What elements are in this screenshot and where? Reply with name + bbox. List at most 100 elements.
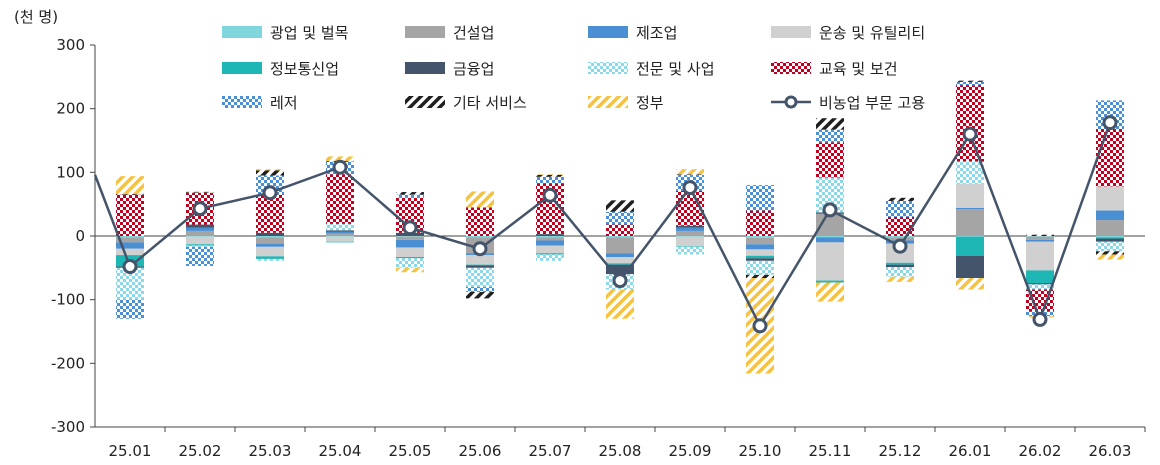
bar-segment: [326, 230, 354, 232]
bar-segment: [676, 225, 704, 228]
bar-segment: [186, 192, 214, 193]
x-tick-label: 25.03: [249, 442, 292, 460]
bar-segment: [886, 276, 914, 282]
legend-swatch: [588, 62, 628, 74]
bar-segment: [396, 267, 424, 273]
legend-item: 교육 및 보건: [771, 60, 898, 78]
bar-segment: [956, 207, 984, 210]
bar-segment: [676, 246, 704, 247]
legend-item: 건설업: [405, 24, 494, 42]
bar-segment: [466, 265, 494, 268]
bar-segment: [116, 194, 144, 236]
legend-item: 전문 및 사업: [588, 60, 715, 78]
legend-swatch: [771, 26, 811, 38]
bar-segment: [186, 245, 214, 247]
legend-item: 운송 및 유틸리티: [771, 24, 925, 42]
bar-segment: [1026, 239, 1054, 242]
legend-swatch: [405, 96, 445, 108]
y-tick-label: -100: [51, 291, 85, 309]
y-tick-label: 200: [56, 100, 85, 118]
bar-segment: [186, 236, 214, 245]
bar-segment: [1096, 220, 1124, 236]
bar-segment: [956, 255, 984, 279]
bar-segment: [116, 237, 144, 243]
bar-segment: [466, 264, 494, 266]
bar-segment: [1096, 210, 1124, 221]
line-path: [93, 122, 1112, 329]
bar-segment: [536, 237, 564, 241]
bar-segment: [1026, 236, 1054, 240]
bar-segment: [256, 232, 284, 236]
legend-swatch: [405, 26, 445, 38]
bar-segment: [956, 278, 984, 290]
y-tick-label: 100: [56, 163, 85, 181]
bar-segment: [256, 256, 284, 259]
bar-segment: [886, 262, 914, 265]
x-tick-label: 25.01: [109, 442, 152, 460]
x-tick-label: 25.07: [529, 442, 572, 460]
bar-segment: [256, 170, 284, 176]
legend-item: 정보통신업: [222, 60, 339, 78]
bar-segment: [536, 234, 564, 236]
legend-item: 레저: [222, 94, 298, 112]
y-tick-label: 300: [56, 36, 85, 54]
legend-label: 전문 및 사업: [636, 60, 715, 78]
bar-segment: [396, 247, 424, 258]
legend-label: 정보통신업: [270, 60, 339, 78]
bar-segment: [886, 264, 914, 268]
bar-segment: [186, 227, 214, 231]
bar-segment: [186, 244, 214, 246]
bar-segment: [186, 230, 214, 236]
x-axis: 25.01 25.02 25.03 25.04 25.05 25.06 25.07 25.08…: [95, 235, 1146, 460]
line-marker: [472, 241, 488, 257]
y-tick-label: -300: [51, 418, 85, 436]
bar-segment: [1026, 270, 1054, 284]
bar-segment: [676, 230, 704, 236]
bar-segment: [746, 236, 774, 238]
legend-label: 기타 서비스: [453, 94, 527, 112]
bar-segment: [886, 267, 914, 277]
bar-segment: [956, 183, 984, 208]
bar-segment: [466, 267, 494, 287]
bar-segment: [746, 258, 774, 261]
bar-segment: [186, 236, 214, 237]
bar-segment: [816, 118, 844, 130]
bar-segment: [116, 236, 144, 238]
bar-segment: [606, 264, 634, 275]
bar-segment: [816, 242, 844, 281]
legend-item: 금융업: [405, 60, 494, 78]
line-marker: [822, 202, 838, 218]
bar-segment: [1096, 186, 1124, 211]
bar-segment: [606, 237, 634, 254]
bar-segment: [886, 197, 914, 201]
legend-swatch: [222, 96, 262, 108]
bar-segment: [886, 200, 914, 217]
x-tick-label: 25.12: [879, 442, 922, 460]
bar-segment: [116, 176, 144, 194]
line-marker: [962, 126, 978, 142]
bar-segment: [186, 246, 214, 266]
legend-swatch: [222, 62, 262, 74]
legend-swatch: [405, 62, 445, 74]
bar-segment: [396, 236, 424, 237]
y-axis: -300 -200 -100 0 100 200 300: [51, 36, 96, 436]
bar-segment: [676, 236, 704, 247]
bar-segment: [536, 236, 564, 238]
bar-segment: [536, 253, 564, 255]
bar-segment: [746, 255, 774, 259]
bar-segment: [466, 286, 494, 293]
bar-segment: [256, 243, 284, 247]
bar-segment: [116, 193, 144, 195]
x-tick-label: 25.06: [459, 442, 502, 460]
bar-segment: [116, 242, 144, 249]
bar-segment: [606, 236, 634, 238]
bar-segment: [746, 274, 774, 279]
bar-segment: [466, 191, 494, 208]
bar-segment: [396, 257, 424, 259]
bar-segment: [326, 233, 354, 236]
bar-segment: [606, 200, 634, 212]
x-tick-label: 26.01: [949, 442, 992, 460]
line-marker: [682, 180, 698, 196]
bar-segment: [1026, 289, 1054, 312]
